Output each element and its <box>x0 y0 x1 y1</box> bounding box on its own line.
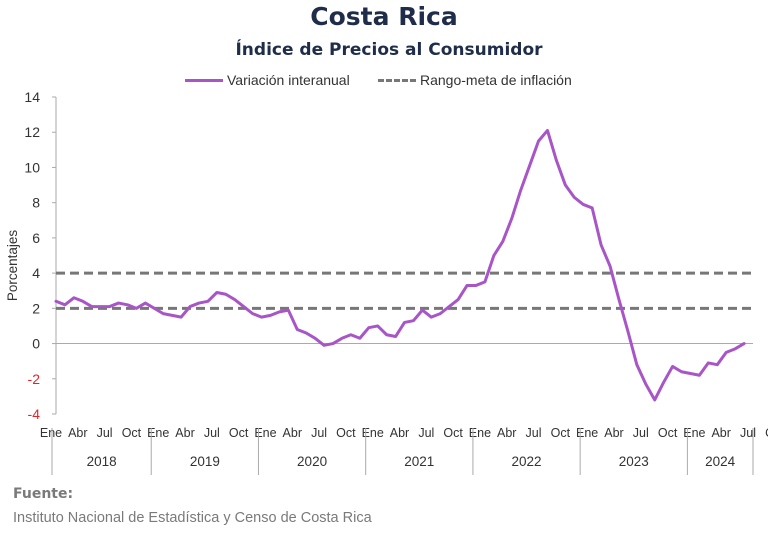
x-tick-label: Ene <box>147 426 169 440</box>
year-label: 2023 <box>619 454 649 469</box>
x-tick-label: Jul <box>204 426 220 440</box>
x-tick-label: Jul <box>97 426 113 440</box>
series-line-variacion <box>54 128 746 402</box>
year-label: 2024 <box>705 454 736 469</box>
y-tick-label: 14 <box>24 89 40 105</box>
x-tick-label: Jul <box>311 426 327 440</box>
y-tick-label: 0 <box>32 336 40 352</box>
x-tick-label: Jul <box>526 426 542 440</box>
year-label: 2018 <box>87 454 117 469</box>
y-tick-label: 4 <box>32 265 40 281</box>
x-tick-label: Oct <box>122 426 142 440</box>
year-label: 2022 <box>512 454 542 469</box>
year-label: 2020 <box>297 454 327 469</box>
y-tick-label: 6 <box>32 230 40 246</box>
legend-item-series: Variación interanual <box>185 72 350 88</box>
x-tick-label: Jul <box>418 426 434 440</box>
x-tick-label: Oct <box>229 426 249 440</box>
x-tick-label: Oct <box>765 426 768 440</box>
x-tick-label: Ene <box>362 426 384 440</box>
x-tick-label: Oct <box>336 426 356 440</box>
y-tick-label: 2 <box>32 300 40 316</box>
y-tick-label: -4 <box>28 406 41 422</box>
y-tick-label: 10 <box>24 159 40 175</box>
x-tick-label: Abr <box>604 426 623 440</box>
y-tick-label: -2 <box>28 371 41 387</box>
chart-legend: Variación interanual Rango-meta de infla… <box>0 72 768 92</box>
year-label: 2019 <box>190 454 220 469</box>
y-tick-label: 12 <box>24 124 40 140</box>
y-axis-title: Porcentajes <box>5 230 20 302</box>
legend-target-swatch <box>378 78 416 82</box>
x-tick-label: Ene <box>40 426 62 440</box>
x-tick-label: Jul <box>740 426 756 440</box>
y-tick-label: 8 <box>32 195 40 211</box>
legend-item-target: Rango-meta de inflación <box>378 72 572 88</box>
legend-series-swatch <box>185 78 223 82</box>
x-tick-label: Abr <box>390 426 409 440</box>
legend-target-label: Rango-meta de inflación <box>420 72 572 88</box>
x-tick-label: Abr <box>283 426 302 440</box>
x-tick-label: Jul <box>633 426 649 440</box>
x-tick-label: Abr <box>175 426 194 440</box>
x-tick-label: Oct <box>443 426 463 440</box>
x-tick-label: Ene <box>683 426 705 440</box>
source-label: Fuente: <box>13 486 74 502</box>
legend-series-label: Variación interanual <box>227 72 350 88</box>
x-tick-label: Abr <box>711 426 730 440</box>
x-tick-label: Abr <box>497 426 516 440</box>
x-tick-label: Ene <box>254 426 276 440</box>
chart-subtitle: Índice de Precios al Consumidor <box>235 40 543 60</box>
source-text: Instituto Nacional de Estadística y Cens… <box>13 510 372 526</box>
chart-title: Costa Rica <box>310 2 458 31</box>
x-tick-label: Abr <box>68 426 87 440</box>
x-tick-label: Oct <box>551 426 571 440</box>
x-tick-label: Ene <box>469 426 491 440</box>
year-label: 2021 <box>404 454 434 469</box>
x-tick-label: Ene <box>576 426 598 440</box>
x-tick-label: Oct <box>658 426 678 440</box>
